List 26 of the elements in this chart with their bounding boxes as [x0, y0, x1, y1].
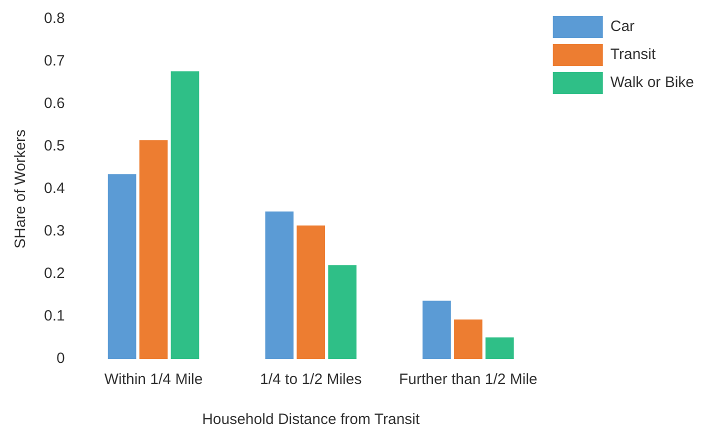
x-tick-label: 1/4 to 1/2 Miles — [260, 371, 362, 388]
y-tick-label: 0.4 — [44, 180, 65, 198]
bar — [328, 265, 356, 359]
bar — [486, 337, 514, 359]
x-tick-label: Within 1/4 Mile — [104, 371, 203, 388]
bar — [296, 226, 326, 359]
y-tick-label: 0.1 — [44, 308, 65, 325]
bar — [170, 71, 200, 359]
x-tick-label: Further than 1/2 Mile — [399, 371, 538, 388]
y-axis-title: SHare of Workers — [12, 130, 30, 248]
bar — [454, 319, 482, 359]
y-tick-label: 0.7 — [44, 52, 65, 70]
y-tick-label: 0.5 — [44, 138, 65, 155]
legend-label: Transit — [610, 46, 656, 64]
x-axis-title: Household Distance from Transit — [202, 411, 420, 428]
y-tick-label: 0.8 — [44, 10, 65, 28]
y-tick-label: 0.3 — [44, 222, 65, 240]
y-tick-label: 0.6 — [44, 95, 65, 112]
bar — [265, 212, 294, 359]
legend-label: Car — [610, 18, 635, 36]
y-tick-label: 0 — [56, 350, 65, 368]
bar — [139, 140, 168, 359]
bar — [108, 174, 136, 359]
y-tick-label: 0.2 — [44, 265, 65, 282]
legend-label: Walk or Bike — [610, 74, 694, 92]
bar — [422, 300, 451, 359]
